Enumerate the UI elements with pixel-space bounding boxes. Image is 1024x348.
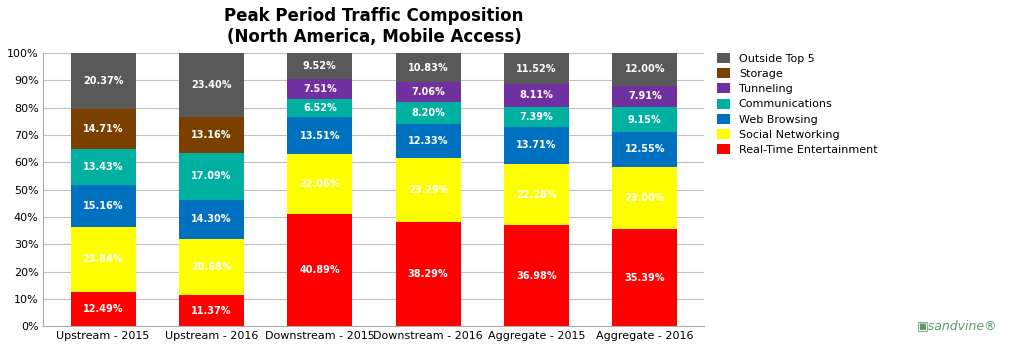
Text: 14.71%: 14.71% xyxy=(83,124,123,134)
Text: 12.00%: 12.00% xyxy=(625,64,666,74)
Bar xyxy=(504,127,569,164)
Text: 13.51%: 13.51% xyxy=(299,130,340,141)
Bar xyxy=(395,124,461,158)
Bar xyxy=(71,292,135,326)
Text: 12.55%: 12.55% xyxy=(625,144,666,155)
Bar xyxy=(395,102,461,124)
Text: 23.29%: 23.29% xyxy=(408,185,449,195)
Text: 7.06%: 7.06% xyxy=(412,87,445,97)
Text: 9.52%: 9.52% xyxy=(303,61,337,71)
Bar xyxy=(288,79,352,100)
Bar xyxy=(612,229,678,326)
Text: 13.43%: 13.43% xyxy=(83,162,123,172)
Bar xyxy=(504,106,569,127)
Text: 38.29%: 38.29% xyxy=(408,269,449,279)
Text: 35.39%: 35.39% xyxy=(625,273,666,283)
Bar xyxy=(179,295,244,326)
Bar xyxy=(71,149,135,185)
Bar xyxy=(288,154,352,214)
Bar xyxy=(288,214,352,326)
Text: 7.39%: 7.39% xyxy=(519,112,553,122)
Bar xyxy=(179,53,244,117)
Text: 17.09%: 17.09% xyxy=(191,171,231,181)
Bar xyxy=(504,53,569,84)
Text: 13.16%: 13.16% xyxy=(191,130,231,140)
Text: 13.71%: 13.71% xyxy=(516,141,557,150)
Text: 15.16%: 15.16% xyxy=(83,201,123,211)
Text: 6.52%: 6.52% xyxy=(303,103,337,113)
Bar xyxy=(395,53,461,82)
Bar xyxy=(612,53,678,86)
Bar xyxy=(395,82,461,102)
Text: 12.33%: 12.33% xyxy=(408,136,449,146)
Text: 8.20%: 8.20% xyxy=(412,108,445,118)
Bar xyxy=(612,132,678,167)
Bar xyxy=(71,185,135,227)
Title: Peak Period Traffic Composition
(North America, Mobile Access): Peak Period Traffic Composition (North A… xyxy=(224,7,523,46)
Bar xyxy=(71,53,135,109)
Text: 7.91%: 7.91% xyxy=(628,92,662,102)
Bar xyxy=(504,225,569,326)
Bar xyxy=(504,84,569,106)
Bar xyxy=(612,167,678,229)
Text: 11.52%: 11.52% xyxy=(516,64,557,74)
Text: 20.68%: 20.68% xyxy=(191,262,231,272)
Bar xyxy=(179,239,244,295)
Bar xyxy=(71,227,135,292)
Bar xyxy=(71,109,135,149)
Text: 22.06%: 22.06% xyxy=(299,179,340,189)
Legend: Outside Top 5, Storage, Tunneling, Communications, Web Browsing, Social Networki: Outside Top 5, Storage, Tunneling, Commu… xyxy=(717,53,878,155)
Text: 12.49%: 12.49% xyxy=(83,304,123,314)
Bar xyxy=(179,153,244,199)
Bar xyxy=(612,107,678,132)
Bar xyxy=(395,222,461,326)
Bar xyxy=(179,117,244,153)
Bar xyxy=(504,164,569,225)
Text: 40.89%: 40.89% xyxy=(299,265,340,275)
Text: ▣sandvine®: ▣sandvine® xyxy=(916,319,997,332)
Text: 22.28%: 22.28% xyxy=(516,190,557,200)
Text: 9.15%: 9.15% xyxy=(628,115,662,125)
Bar xyxy=(288,117,352,154)
Bar xyxy=(395,158,461,222)
Bar xyxy=(288,53,352,79)
Text: 10.83%: 10.83% xyxy=(408,63,449,73)
Bar xyxy=(288,100,352,117)
Bar xyxy=(179,199,244,239)
Text: 14.30%: 14.30% xyxy=(191,214,231,224)
Bar xyxy=(612,86,678,107)
Text: 20.37%: 20.37% xyxy=(83,76,123,86)
Text: 23.00%: 23.00% xyxy=(625,193,666,203)
Text: 23.84%: 23.84% xyxy=(83,254,123,264)
Text: 7.51%: 7.51% xyxy=(303,84,337,94)
Text: 23.40%: 23.40% xyxy=(191,80,231,90)
Text: 11.37%: 11.37% xyxy=(191,306,231,316)
Text: 36.98%: 36.98% xyxy=(516,271,557,280)
Text: 8.11%: 8.11% xyxy=(519,90,553,101)
